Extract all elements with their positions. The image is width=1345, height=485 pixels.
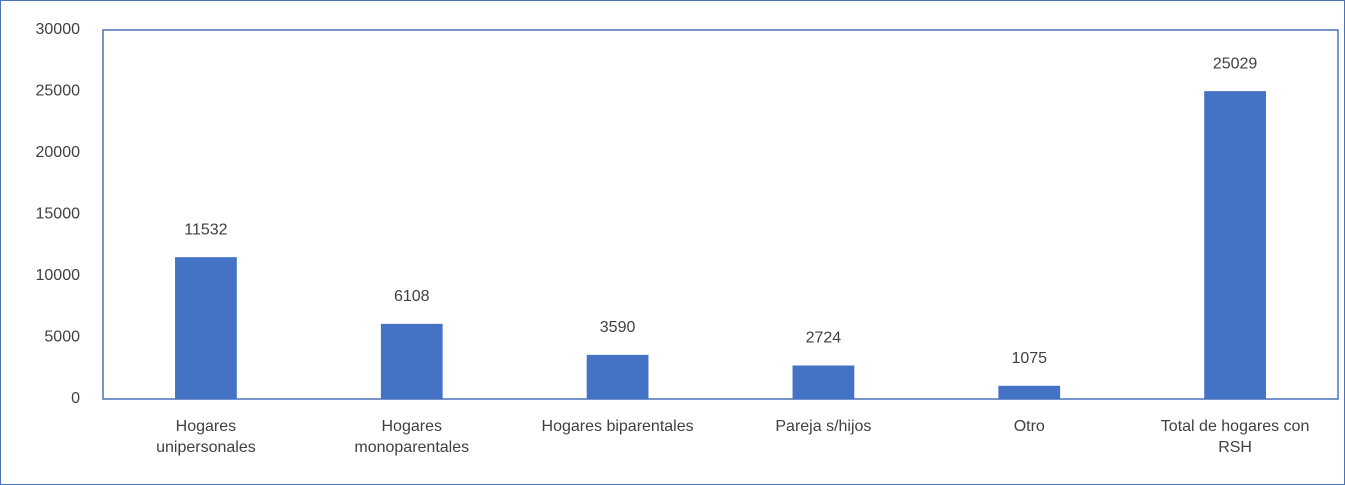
x-tick-label: Hogares biparentales [541,418,694,435]
y-tick-label: 5000 [44,329,80,346]
bar [586,354,649,399]
x-tick-label: Total de hogares con RSH [1160,418,1310,456]
value-label: 1075 [1011,350,1047,367]
y-tick-label: 15000 [36,206,81,223]
bar [1204,91,1266,399]
bar [792,365,855,399]
value-label: 2724 [806,330,842,347]
x-tick-label: Hogares monoparentales [354,418,470,456]
bar [998,385,1061,399]
y-tick-label: 20000 [36,144,81,161]
value-label: 3590 [600,319,636,336]
y-tick-label: 0 [71,390,80,407]
x-tick-label: Hogares unipersonales [156,418,256,456]
value-label: 25029 [1213,55,1258,72]
value-label: 11532 [184,221,227,238]
y-tick-label: 10000 [36,267,81,284]
plot-area [102,29,1339,400]
bar [175,257,237,399]
y-tick-label: 25000 [36,83,81,100]
x-tick-label: Pareja s/hijos [775,418,872,435]
x-tick-label: Otro [1013,418,1045,435]
value-label: 6108 [394,288,430,305]
bar [380,323,443,399]
y-tick-label: 30000 [36,21,81,38]
